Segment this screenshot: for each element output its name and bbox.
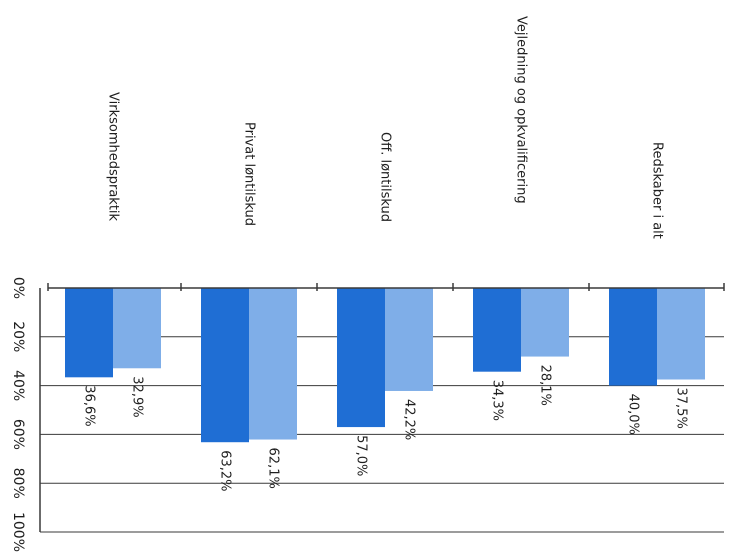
bar-2-1	[113, 288, 161, 369]
value-tick-label: 80%	[10, 468, 26, 499]
bar-1-1	[65, 288, 113, 378]
category-label: Off. løntilskud	[378, 132, 393, 222]
bar-1-3	[337, 288, 385, 428]
category-label: Redskaber i alt	[650, 142, 665, 239]
bar-2-2	[249, 288, 297, 440]
data-label: 36,6%	[82, 385, 97, 426]
category-label: Vejledning og opkvalificering	[514, 16, 529, 204]
value-tick-label: 100%	[10, 512, 26, 552]
data-label: 28,1%	[538, 365, 553, 406]
data-label: 40,0%	[626, 394, 641, 435]
data-label: 62,1%	[266, 448, 281, 489]
data-label: 57,0%	[354, 435, 369, 476]
data-label: 42,2%	[402, 399, 417, 440]
category-label: Virksomhedspraktik	[106, 92, 121, 222]
bar-2-5	[657, 288, 705, 380]
bar-1-5	[609, 288, 657, 386]
bar-1-2	[201, 288, 249, 443]
value-tick-label: 60%	[10, 419, 26, 450]
value-tick-label: 0%	[10, 277, 26, 299]
category-label: Privat løntilskud	[242, 122, 257, 226]
value-tick-label: 40%	[10, 370, 26, 401]
data-label: 63,2%	[218, 450, 233, 491]
bar-2-4	[521, 288, 569, 357]
bar-2-3	[385, 288, 433, 391]
bar-1-4	[473, 288, 521, 372]
value-tick-label: 20%	[10, 321, 26, 352]
data-label: 37,5%	[674, 388, 689, 429]
data-label: 34,3%	[490, 380, 505, 421]
data-label: 32,9%	[130, 376, 145, 417]
